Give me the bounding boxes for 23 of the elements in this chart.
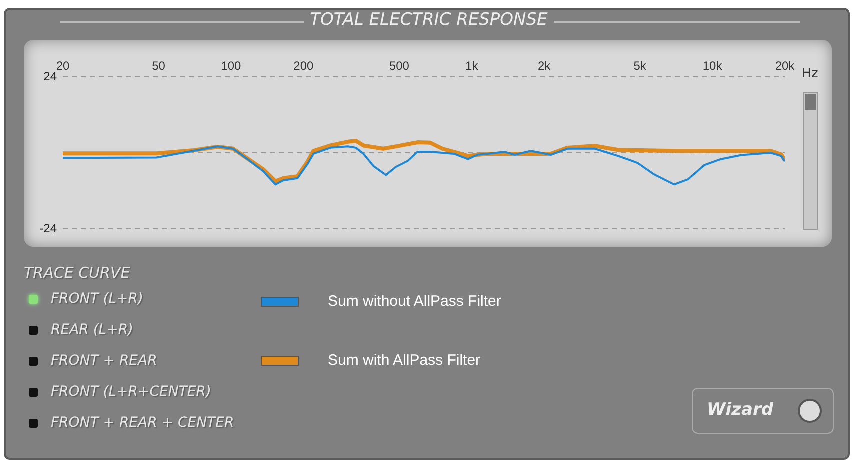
wizard-button: Wizard [692, 388, 834, 434]
x-axis-title: Hz [802, 66, 818, 82]
text: FRONT + REAR + CENTER [51, 415, 234, 431]
text: TRACE CURVE [24, 264, 130, 282]
x-tick-label: 2k [538, 59, 552, 74]
text: REAR (L+R) [51, 322, 134, 338]
legend-label: Sum without AllPass Filter [328, 293, 502, 310]
legend-label: Sum with AllPass Filter [328, 352, 481, 370]
y-tick-label: 24 [44, 69, 58, 84]
x-tick-label: 200 [294, 59, 314, 74]
text: FRONT (L+R+CENTER) [51, 384, 212, 400]
x-tick-label: 20 [56, 59, 70, 74]
chart-title: TOTAL ELECTRIC RESPONSE [304, 10, 554, 30]
text: FRONT + REAR [51, 353, 158, 369]
y-tick-label: -24 [40, 221, 58, 236]
text: FRONT (L+R) [51, 291, 144, 307]
x-tick-label: 10k [702, 59, 724, 74]
x-tick-label: 50 [152, 59, 166, 74]
x-tick-label: 100 [221, 59, 242, 74]
x-tick-label: 20k [775, 59, 796, 74]
x-tick-label: 500 [389, 59, 410, 74]
x-tick-label: 5k [634, 59, 648, 74]
x-tick-label: 1k [466, 59, 480, 74]
